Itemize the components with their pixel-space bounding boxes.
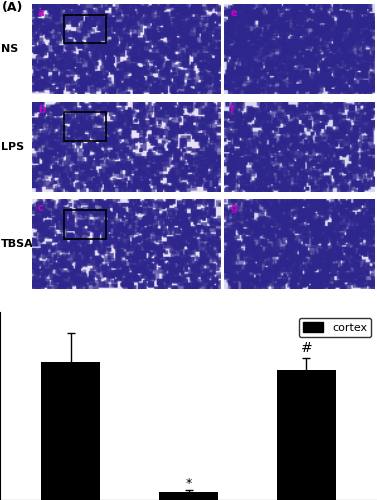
Bar <box>277 370 336 500</box>
Text: (A): (A) <box>2 2 23 15</box>
Text: NS: NS <box>1 44 18 54</box>
Legend: cortex: cortex <box>299 318 371 338</box>
Bar <box>41 362 100 500</box>
Text: LPS: LPS <box>1 142 24 152</box>
Bar <box>159 492 218 500</box>
Text: #: # <box>300 340 312 354</box>
Text: TBSA: TBSA <box>1 240 34 250</box>
Text: *: * <box>185 477 192 490</box>
